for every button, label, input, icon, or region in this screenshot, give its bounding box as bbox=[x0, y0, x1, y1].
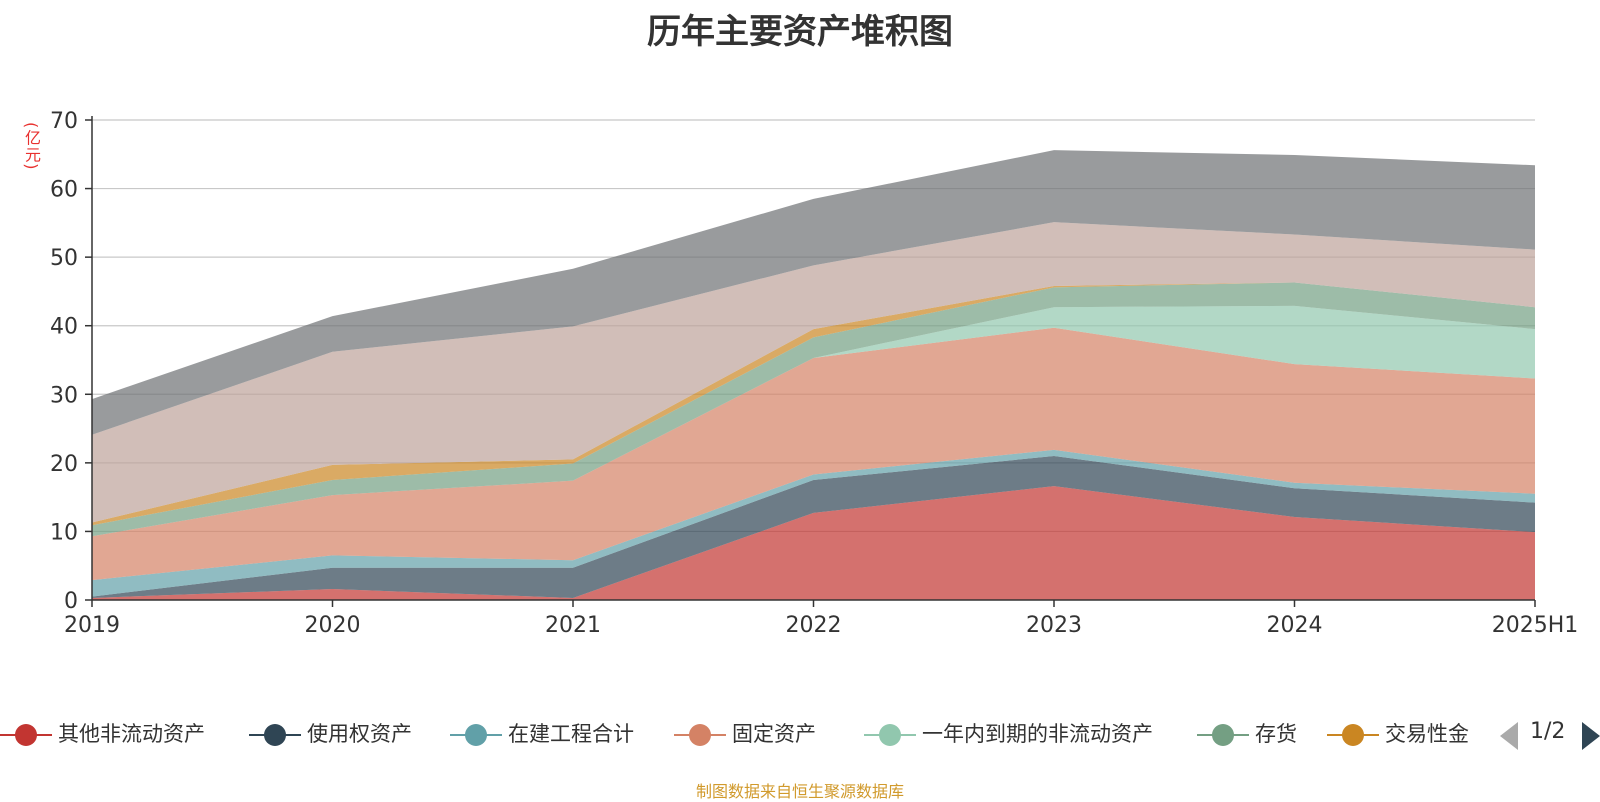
data-source-footer: 制图数据来自恒生聚源数据库 bbox=[695, 782, 904, 801]
legend-prev-page-icon[interactable] bbox=[1500, 722, 1518, 750]
legend-label: 固定资产 bbox=[732, 722, 816, 746]
y-tick-label: 70 bbox=[50, 109, 78, 134]
area-series-2 bbox=[92, 449, 1535, 597]
legend-label: 其他非流动资产 bbox=[58, 722, 205, 746]
y-tick-label: 30 bbox=[50, 383, 78, 408]
legend-label: 在建工程合计 bbox=[508, 722, 634, 746]
stacked-area-chart: 0 10 20 30 40 50 60 70 2019 2020 2021 2022 2023 2024 2… bbox=[50, 109, 1579, 638]
legend-marker-icon bbox=[0, 724, 52, 746]
legend-next-page-icon[interactable] bbox=[1582, 722, 1600, 750]
area-series-4 bbox=[92, 305, 1535, 537]
legend-marker-icon bbox=[450, 724, 502, 746]
area-series-3 bbox=[92, 327, 1535, 581]
legend-marker-icon bbox=[249, 724, 301, 746]
area-series-8 bbox=[92, 150, 1535, 435]
y-tick-label: 50 bbox=[50, 246, 78, 271]
area-series-7 bbox=[92, 222, 1535, 523]
legend-marker-icon bbox=[1327, 724, 1379, 746]
y-tick-label: 0 bbox=[64, 589, 78, 614]
legend-page-indicator: 1/2 bbox=[1530, 719, 1566, 744]
x-tick-label: 2022 bbox=[786, 613, 842, 638]
area-series-1 bbox=[92, 456, 1535, 598]
y-tick-label: 10 bbox=[50, 520, 78, 545]
legend-marker-icon bbox=[864, 724, 916, 746]
legend-label: 使用权资产 bbox=[307, 722, 412, 746]
y-axis-unit-label: (亿元) bbox=[22, 122, 41, 171]
x-tick-label: 2023 bbox=[1026, 613, 1082, 638]
x-tick-label: 2024 bbox=[1267, 613, 1323, 638]
legend-label: 交易性金 bbox=[1385, 722, 1469, 746]
area-series-6 bbox=[92, 282, 1535, 526]
legend-marker-icon bbox=[674, 724, 726, 746]
x-tick-label: 2019 bbox=[64, 613, 120, 638]
area-series-5 bbox=[92, 282, 1535, 537]
area-series-0 bbox=[92, 486, 1535, 600]
y-tick-label: 60 bbox=[50, 178, 78, 203]
legend-marker-icon bbox=[1197, 724, 1249, 746]
y-tick-label: 40 bbox=[50, 315, 78, 340]
x-tick-label: 2025H1 bbox=[1492, 613, 1579, 638]
x-tick-label: 2021 bbox=[545, 613, 601, 638]
x-tick-label: 2020 bbox=[305, 613, 361, 638]
y-tick-label: 20 bbox=[50, 452, 78, 477]
chart-title: 历年主要资产堆积图 bbox=[647, 12, 953, 52]
legend-label: 一年内到期的非流动资产 bbox=[922, 722, 1153, 746]
legend-label: 存货 bbox=[1255, 722, 1297, 746]
